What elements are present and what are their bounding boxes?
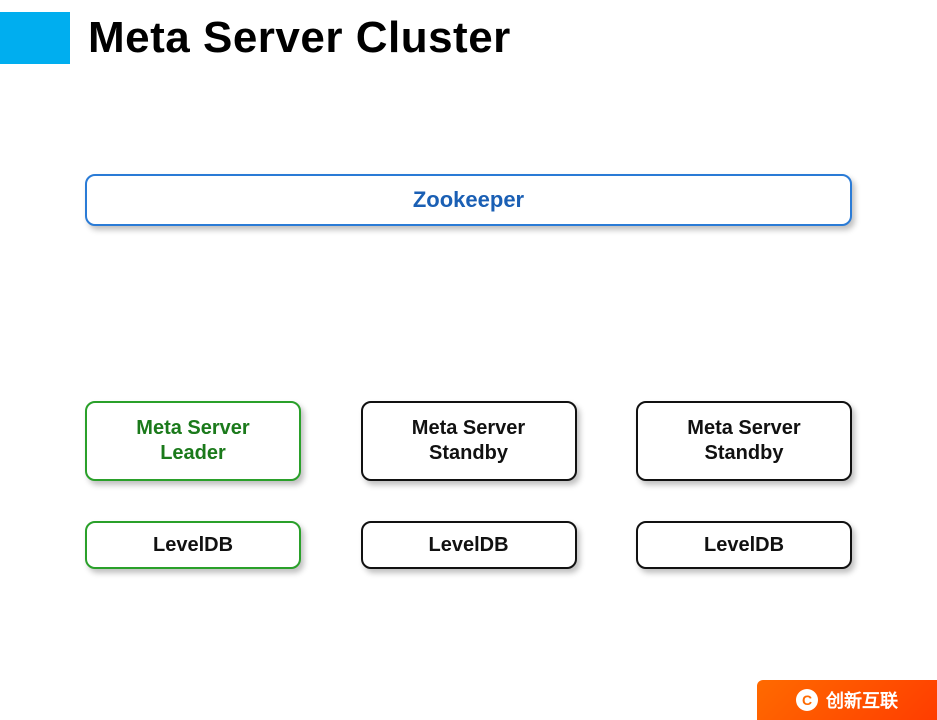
zookeeper-box: Zookeeper bbox=[85, 174, 852, 226]
leveldb-box: LevelDB bbox=[85, 521, 301, 569]
watermark-icon: C bbox=[796, 689, 818, 711]
server-label: Meta ServerStandby bbox=[687, 416, 800, 466]
watermark-icon-text: C bbox=[802, 692, 812, 708]
db-label: LevelDB bbox=[428, 534, 508, 557]
server-label: Meta ServerStandby bbox=[412, 416, 525, 466]
db-label: LevelDB bbox=[153, 534, 233, 557]
server-label: Meta ServerLeader bbox=[136, 416, 249, 466]
leveldb-box: LevelDB bbox=[636, 521, 852, 569]
zookeeper-label: Zookeeper bbox=[413, 187, 524, 213]
title-bar: Meta Server Cluster bbox=[0, 0, 937, 64]
page-title: Meta Server Cluster bbox=[88, 13, 511, 63]
meta-server-leader-box: Meta ServerLeader bbox=[85, 401, 301, 481]
leveldb-box: LevelDB bbox=[361, 521, 577, 569]
meta-server-standby-box: Meta ServerStandby bbox=[636, 401, 852, 481]
server-row: Meta ServerLeader Meta ServerStandby Met… bbox=[85, 401, 852, 481]
db-row: LevelDB LevelDB LevelDB bbox=[85, 521, 852, 569]
meta-server-standby-box: Meta ServerStandby bbox=[361, 401, 577, 481]
accent-block bbox=[0, 12, 70, 64]
watermark: C 创新互联 bbox=[757, 680, 937, 720]
watermark-label: 创新互联 bbox=[826, 687, 898, 713]
db-label: LevelDB bbox=[704, 534, 784, 557]
diagram-area: Zookeeper Meta ServerLeader Meta ServerS… bbox=[0, 174, 937, 569]
